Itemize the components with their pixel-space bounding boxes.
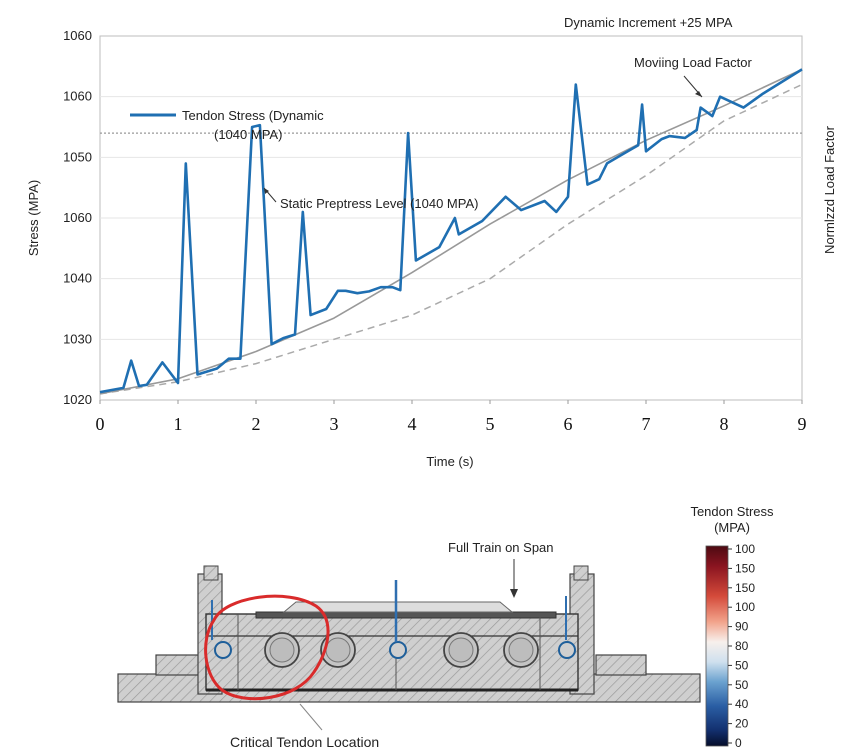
colorbar-tick-label: 100: [735, 600, 755, 614]
mean-trend-line: [99, 68, 803, 395]
y-tick-label: 1030: [63, 331, 92, 346]
x-tick-label: 8: [720, 414, 729, 434]
x-tick-label: 9: [798, 414, 807, 434]
colorbar-tick-label: 100: [735, 542, 755, 556]
colorbar-tick-label: 0: [735, 736, 742, 750]
tendon: [389, 641, 407, 659]
colorbar-tick-label: 90: [735, 620, 749, 634]
tendon: [558, 641, 576, 659]
x-axis-label: Time (s): [426, 454, 473, 469]
x-tick-label: 4: [408, 414, 417, 434]
colorbar-tick-label: 50: [735, 678, 749, 692]
y-axis-label: Stress (MPA): [26, 180, 41, 256]
tendon: [214, 641, 232, 659]
colorbar-tick-labels: 100 150 150 100 90 80 50 50 40 20 0: [728, 542, 755, 750]
full-train-label: Full Train on Span: [448, 540, 554, 555]
y-tick-label: 1020: [63, 392, 92, 407]
x-tick-label: 2: [252, 414, 261, 434]
x-tick-label: 0: [96, 414, 105, 434]
colorbar-tick-label: 150: [735, 561, 755, 575]
y-tick-label: 1060: [63, 28, 92, 43]
colorbar-tick-label: 40: [735, 697, 749, 711]
x-tick-label: 6: [564, 414, 573, 434]
y-tick-labels: 1020 1030 1040 1060 1050 1060 1060: [63, 28, 92, 407]
colorbar-gradient: [705, 545, 729, 747]
grid-lines: [100, 96, 802, 340]
x-tick-label: 5: [486, 414, 495, 434]
colorbar-title-unit: (MPA): [714, 520, 750, 535]
colorbar-tick-label: 20: [735, 717, 749, 731]
y-tick-label: 1060: [63, 210, 92, 225]
x-tick-label: 1: [174, 414, 183, 434]
bridge-cross-section: [117, 559, 701, 731]
series-layer: [99, 68, 803, 395]
critical-tendon-highlight: [204, 594, 330, 701]
y-tick-label: 1050: [63, 149, 92, 164]
right-axis-label: Normlzzd Load Factor: [822, 125, 837, 254]
colorbar-tick-label: 50: [735, 658, 749, 672]
annotation-static-prestress: Static Preptress Level (1040 MPA): [280, 196, 478, 211]
legend-sublabel: (1040 MPA): [214, 127, 282, 142]
load-factor-dashed-line: [99, 83, 803, 395]
x-tick-labels: 0 1 2 3 4 5 6 7 8 9: [96, 400, 807, 434]
colorbar-title: Tendon Stress: [690, 504, 774, 519]
tendon-stress-dynamic-line: [99, 68, 803, 394]
critical-tendon-label: Critical Tendon Location: [230, 734, 379, 750]
colorbar: Tendon Stress (MPA) 100 150 150 100 90 80 50 50…: [690, 504, 774, 750]
annotation-moving-load: Moviing Load Factor: [634, 55, 752, 70]
colorbar-tick-label: 150: [735, 581, 755, 595]
legend-label: Tendon Stress (Dynamic: [182, 108, 324, 123]
annotation-dynamic-increment: Dynamic Increment +25 MPA: [564, 15, 733, 30]
y-tick-label: 1060: [63, 89, 92, 104]
x-tick-label: 7: [642, 414, 651, 434]
y-tick-label: 1040: [63, 271, 92, 286]
x-tick-label: 3: [330, 414, 339, 434]
colorbar-tick-label: 80: [735, 639, 749, 653]
train-load: [282, 601, 514, 613]
deck-plate: [255, 611, 557, 619]
